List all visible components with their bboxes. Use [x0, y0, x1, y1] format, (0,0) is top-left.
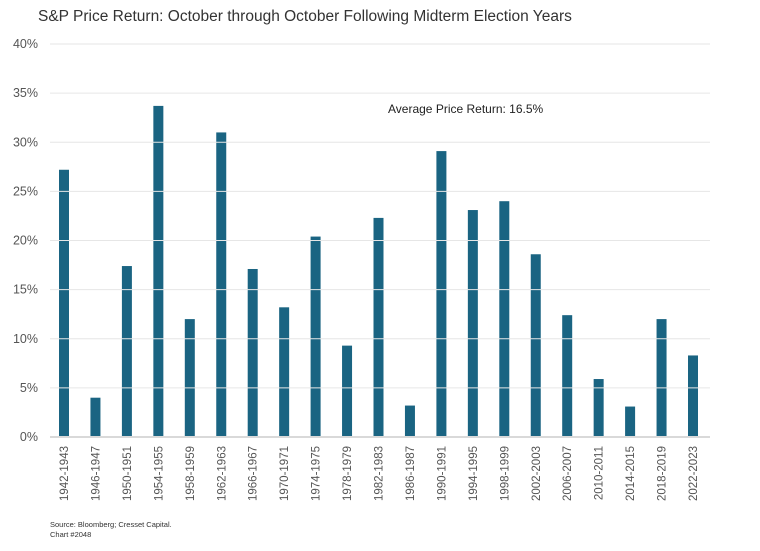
bar-1946-1947 — [90, 397, 101, 437]
x-tick-label: 1970-1971 — [279, 446, 291, 501]
y-tick-label: 40% — [13, 37, 38, 51]
x-tick-label: 2022-2023 — [688, 446, 700, 501]
x-tick-label: 2018-2019 — [657, 446, 669, 501]
bar-2018-2019 — [656, 319, 667, 437]
bar-1990-1991 — [436, 151, 447, 437]
x-tick-label: 1998-1999 — [499, 446, 511, 501]
bar-1982-1983 — [373, 217, 384, 437]
x-tick-label: 1958-1959 — [185, 446, 197, 501]
bar-2014-2015 — [625, 406, 636, 437]
x-tick-label: 2010-2011 — [594, 446, 606, 500]
x-tick-label: 1978-1979 — [342, 446, 354, 501]
x-tick-label: 2014-2015 — [625, 446, 637, 501]
y-tick-label: 10% — [13, 332, 38, 346]
bar-2002-2003 — [530, 254, 541, 437]
bar-1978-1979 — [342, 345, 353, 437]
bar-1998-1999 — [499, 201, 510, 437]
y-tick-label: 5% — [20, 381, 38, 395]
x-tick-label: 2006-2007 — [562, 446, 574, 501]
x-tick-label: 2002-2003 — [531, 446, 543, 501]
bar-1962-1963 — [216, 132, 227, 438]
bar-1950-1951 — [121, 266, 132, 437]
bar-1954-1955 — [153, 105, 164, 438]
bar-1994-1995 — [467, 210, 478, 437]
y-tick-label: 30% — [13, 135, 38, 149]
bar-1958-1959 — [184, 319, 195, 437]
bar-1970-1971 — [279, 307, 290, 437]
x-tick-label: 1990-1991 — [436, 446, 448, 501]
bar-2010-2011 — [593, 379, 604, 437]
y-tick-label: 25% — [13, 184, 38, 198]
x-tick-label: 1954-1955 — [153, 446, 165, 501]
x-tick-label: 1982-1983 — [374, 446, 386, 501]
y-tick-label: 0% — [20, 430, 38, 444]
source-text: Source: Bloomberg; Cresset Capital. — [50, 520, 172, 529]
x-tick-label: 1974-1975 — [311, 446, 323, 501]
x-tick-label: 1950-1951 — [122, 446, 134, 501]
bar-1966-1967 — [247, 268, 258, 437]
x-tick-label: 1942-1943 — [59, 446, 71, 501]
source-note: Source: Bloomberg; Cresset Capital. Char… — [50, 520, 172, 540]
x-tick-label: 1994-1995 — [468, 446, 480, 501]
average-annotation: Average Price Return: 16.5% — [388, 102, 544, 116]
x-tick-label: 1946-1947 — [90, 446, 102, 501]
y-tick-label: 15% — [13, 283, 38, 297]
chart-title: S&P Price Return: October through Octobe… — [38, 8, 572, 25]
bar-2022-2023 — [688, 355, 698, 437]
x-tick-label: 1966-1967 — [248, 446, 260, 501]
bar-1974-1975 — [310, 236, 321, 437]
chart-number: Chart #2048 — [50, 530, 92, 539]
x-tick-label: 1986-1987 — [405, 446, 417, 501]
bar-2006-2007 — [562, 315, 573, 437]
y-tick-label: 35% — [13, 86, 38, 100]
bar-1986-1987 — [404, 405, 415, 437]
x-tick-label: 1962-1963 — [216, 446, 228, 501]
y-tick-label: 20% — [13, 234, 38, 248]
bar-1942-1943 — [59, 169, 69, 437]
